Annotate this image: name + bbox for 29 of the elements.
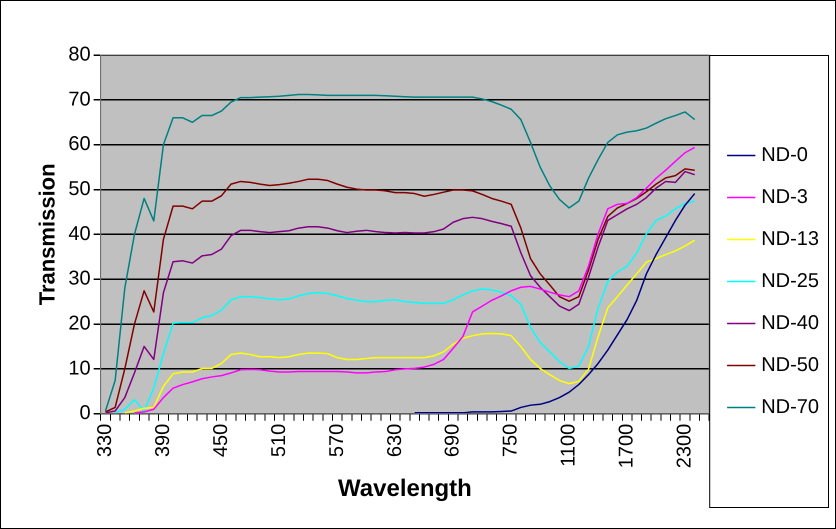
x-tick-label: 330	[94, 424, 116, 458]
y-tick-label: 60	[68, 133, 91, 156]
x-tick-label: 630	[384, 424, 406, 458]
y-tick-label: 40	[68, 222, 91, 245]
legend-label: ND-40	[761, 312, 820, 334]
x-tick-label: 510	[268, 424, 290, 458]
x-tick-label: 1100	[558, 424, 580, 467]
x-tick-label: 570	[326, 424, 348, 458]
y-tick-label: 0	[80, 402, 91, 424]
y-tick-label: 80	[68, 44, 91, 66]
x-tick-label: 750	[500, 424, 522, 458]
legend-label: ND-13	[761, 228, 820, 250]
legend-label: ND-25	[761, 270, 820, 292]
x-tick-label: 1700	[616, 424, 638, 468]
x-axis-title: Wavelength	[338, 475, 472, 502]
y-tick-label: 30	[68, 268, 91, 290]
y-tick-label: 70	[68, 88, 91, 110]
y-axis-title: Transmission	[34, 163, 60, 306]
y-tick-label: 10	[68, 357, 91, 380]
legend-label: ND-70	[761, 396, 820, 418]
x-tick-label: 690	[442, 424, 464, 458]
legend-label: ND-0	[761, 144, 808, 166]
legend-label: ND-3	[761, 186, 808, 208]
x-tick-label: 2300	[674, 424, 696, 468]
y-tick-label: 20	[68, 312, 91, 335]
legend-label: ND-50	[761, 354, 820, 376]
y-tick-label: 50	[68, 178, 91, 200]
x-tick-label: 450	[210, 424, 232, 458]
x-tick-label: 390	[152, 424, 174, 458]
